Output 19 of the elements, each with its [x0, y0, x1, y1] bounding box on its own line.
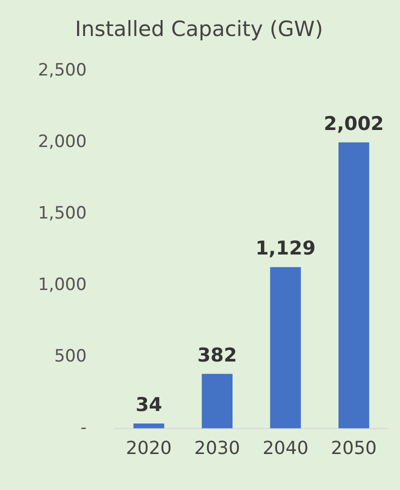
data-label: 382 [197, 344, 238, 366]
bar [338, 142, 370, 428]
y-tick-label: 1,500 [38, 204, 87, 224]
y-tick-label: 2,500 [38, 60, 87, 81]
x-tick-label: 2050 [330, 438, 377, 459]
x-tick-label: 2030 [194, 438, 240, 459]
data-label: 1,129 [255, 238, 316, 260]
y-tick-label: 2,000 [38, 132, 87, 152]
y-tick-label: 500 [54, 346, 87, 366]
bar [133, 424, 164, 428]
x-tick-label: 2020 [126, 438, 172, 459]
y-tick-label: - [80, 418, 87, 438]
y-tick-label: 1,000 [38, 274, 87, 295]
x-tick-label: 2040 [262, 438, 308, 459]
chart-title: Installed Capacity (GW) [74, 17, 324, 42]
bar [202, 374, 233, 428]
data-label: 34 [136, 394, 162, 416]
data-label: 2,002 [324, 112, 384, 135]
bar [270, 267, 301, 428]
